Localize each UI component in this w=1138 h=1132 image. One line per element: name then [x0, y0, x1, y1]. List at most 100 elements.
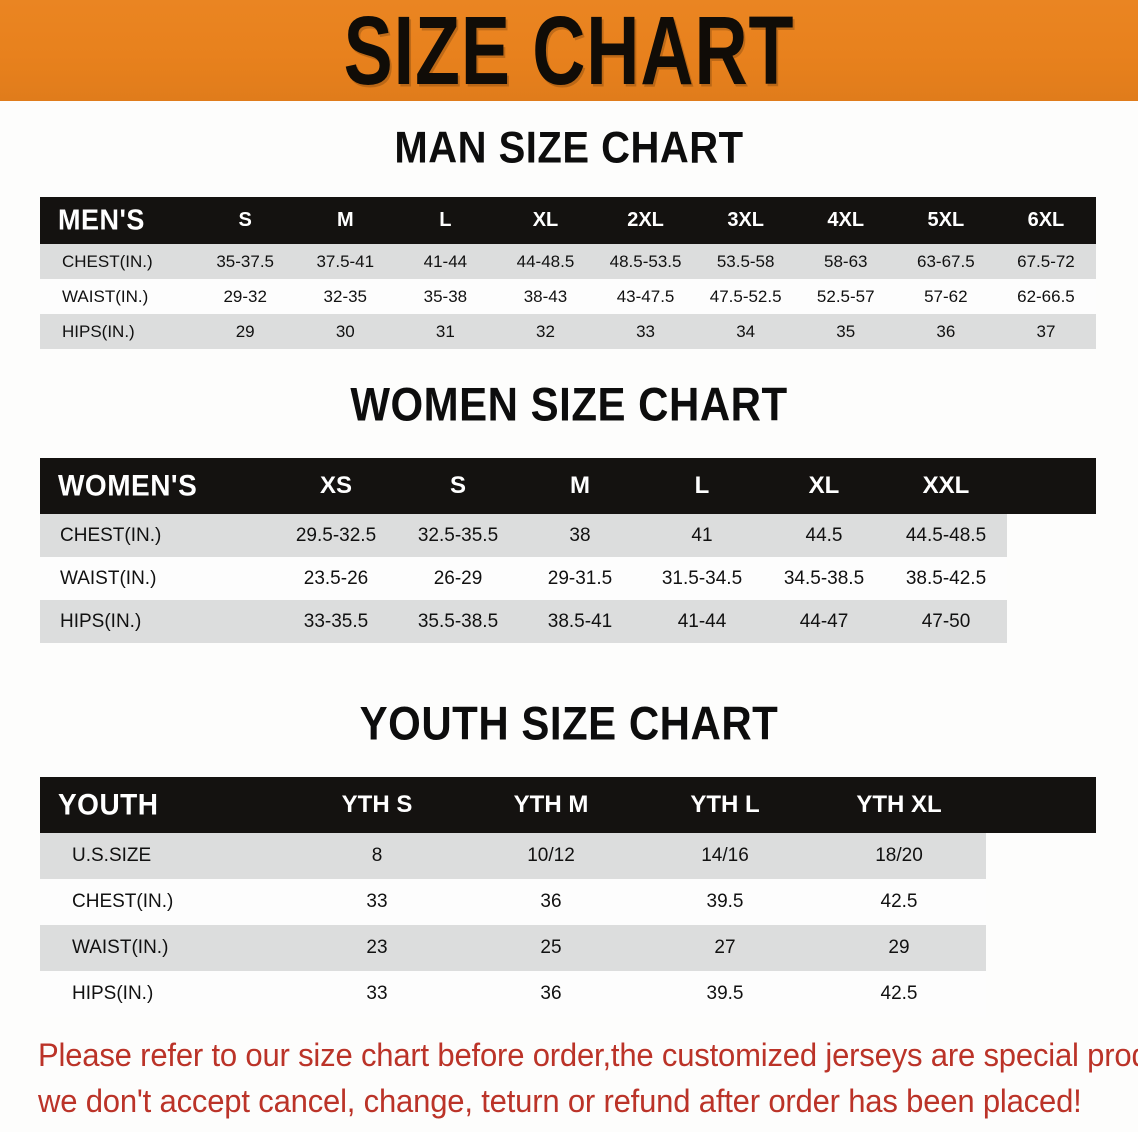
table-cell: 14/16 [638, 833, 812, 879]
women-column-header-m: M [570, 472, 590, 499]
women-row-label: WAIST(IN.) [40, 557, 275, 600]
table-cell: 37 [995, 314, 1096, 349]
table-cell: 23.5-26 [275, 557, 397, 600]
table-cell: 47-50 [885, 600, 1007, 643]
youth-size-table: YOUTH YTH S YTH M YTH L YTH XL U.S.SIZE 8 10/12… [40, 777, 1096, 1017]
table-cell: 18/20 [812, 833, 986, 879]
table-cell: 35-37.5 [195, 244, 296, 279]
man-column-header-m: M [336, 209, 354, 231]
women-column-header-xl: XL [808, 472, 840, 499]
table-cell: 10/12 [464, 833, 638, 879]
women-column-header-s: S [449, 472, 466, 499]
table-cell: 47.5-52.5 [695, 279, 796, 314]
table-cell: 36 [895, 314, 996, 349]
table-cell: 27 [638, 925, 812, 971]
order-policy-note-line-2: we don't accept cancel, change, teturn o… [38, 1083, 1082, 1119]
youth-table: YOUTH YTH S YTH M YTH L YTH XL U.S.SIZE 8 10/12… [40, 777, 1096, 1017]
table-cell: 38-43 [495, 279, 596, 314]
women-section-title: WOMEN SIZE CHART [350, 378, 788, 431]
table-cell: 42.5 [812, 971, 986, 1017]
man-size-table: MEN'S S M L XL 2XL 3XL 4XL 5XL 6XL CHEST(IN.) 35-37… [40, 197, 1096, 349]
table-row: HIPS(IN.) 29 30 31 32 33 34 35 36 37 [40, 314, 1096, 349]
page-banner: SIZE CHART [0, 0, 1138, 101]
women-table-header-row: WOMEN'S XS S M L XL XXL [40, 458, 1096, 514]
table-cell: 42.5 [812, 879, 986, 925]
table-row: U.S.SIZE 8 10/12 14/16 18/20 [40, 833, 1096, 879]
table-cell: 63-67.5 [895, 244, 996, 279]
man-column-header-l: L [439, 209, 452, 231]
table-row: HIPS(IN.) 33 36 39.5 42.5 [40, 971, 1096, 1017]
table-cell: 38 [519, 514, 641, 557]
table-cell: 67.5-72 [995, 244, 1096, 279]
man-column-header-5xl: 5XL [927, 209, 965, 231]
table-cell: 39.5 [638, 971, 812, 1017]
table-cell: 34.5-38.5 [763, 557, 885, 600]
youth-row-label: HIPS(IN.) [40, 971, 290, 1017]
youth-column-header-yth-xl: YTH XL [856, 791, 942, 818]
table-row: WAIST(IN.) 23 25 27 29 [40, 925, 1096, 971]
table-cell: 52.5-57 [795, 279, 896, 314]
table-row: CHEST(IN.) 35-37.5 37.5-41 41-44 44-48.5 48.5… [40, 244, 1096, 279]
banner-title: SIZE CHART [343, 0, 795, 101]
table-cell: 31.5-34.5 [641, 557, 763, 600]
table-cell: 33-35.5 [275, 600, 397, 643]
man-table-corner-label: MEN'S [58, 204, 145, 236]
man-column-header-2xl: 2XL [627, 209, 664, 231]
table-cell: 41-44 [641, 600, 763, 643]
youth-column-header-yth-l: YTH L [690, 791, 760, 818]
table-cell-empty [1007, 514, 1096, 557]
table-cell-empty [986, 879, 1096, 925]
youth-row-label: WAIST(IN.) [40, 925, 290, 971]
table-cell-empty [1007, 600, 1096, 643]
women-row-label: HIPS(IN.) [40, 600, 275, 643]
man-row-label: HIPS(IN.) [40, 314, 196, 349]
table-cell: 36 [464, 879, 638, 925]
table-cell: 62-66.5 [995, 279, 1096, 314]
table-cell: 29 [812, 925, 986, 971]
table-cell: 48.5-53.5 [595, 244, 696, 279]
table-cell: 34 [695, 314, 796, 349]
man-row-label: CHEST(IN.) [40, 244, 196, 279]
man-column-header-xl: XL [532, 209, 559, 231]
table-row: CHEST(IN.) 33 36 39.5 42.5 [40, 879, 1096, 925]
table-cell: 29 [195, 314, 296, 349]
table-row: WAIST(IN.) 29-32 32-35 35-38 38-43 43-47.5 47.… [40, 279, 1096, 314]
man-column-header-4xl: 4XL [827, 209, 865, 231]
youth-row-label: CHEST(IN.) [40, 879, 290, 925]
man-column-header-s: S [238, 209, 252, 231]
table-cell: 33 [595, 314, 696, 349]
table-cell: 53.5-58 [695, 244, 796, 279]
table-cell: 32-35 [295, 279, 396, 314]
man-column-header-6xl: 6XL [1027, 209, 1065, 231]
table-cell: 41-44 [395, 244, 496, 279]
table-row: WAIST(IN.) 23.5-26 26-29 29-31.5 31.5-34.5 34… [40, 557, 1096, 600]
women-column-header-xxl: XXL [922, 472, 970, 499]
table-row: HIPS(IN.) 33-35.5 35.5-38.5 38.5-41 41-44 44-… [40, 600, 1096, 643]
table-cell: 44-47 [763, 600, 885, 643]
man-row-label: WAIST(IN.) [40, 279, 196, 314]
man-table-header-row: MEN'S S M L XL 2XL 3XL 4XL 5XL 6XL [40, 197, 1096, 244]
table-cell: 39.5 [638, 879, 812, 925]
table-cell: 25 [464, 925, 638, 971]
women-table-corner-label: WOMEN'S [58, 469, 198, 502]
table-cell: 29.5-32.5 [275, 514, 397, 557]
women-header-spacer [1007, 458, 1096, 514]
table-cell-empty [986, 971, 1096, 1017]
man-column-header-3xl: 3XL [727, 209, 764, 231]
table-cell-empty [1007, 557, 1096, 600]
table-cell: 23 [290, 925, 464, 971]
man-section-title: MAN SIZE CHART [394, 123, 744, 173]
table-cell: 35-38 [395, 279, 496, 314]
table-cell: 38.5-42.5 [885, 557, 1007, 600]
table-cell: 57-62 [895, 279, 996, 314]
table-cell: 33 [290, 879, 464, 925]
youth-row-label: U.S.SIZE [40, 833, 290, 879]
women-column-header-xs: XS [319, 472, 352, 499]
youth-column-header-yth-s: YTH S [341, 791, 413, 818]
table-cell: 43-47.5 [595, 279, 696, 314]
table-cell-empty [986, 925, 1096, 971]
order-policy-note-line-1: Please refer to our size chart before or… [38, 1037, 1138, 1073]
table-cell: 41 [641, 514, 763, 557]
youth-column-header-yth-m: YTH M [513, 791, 589, 818]
